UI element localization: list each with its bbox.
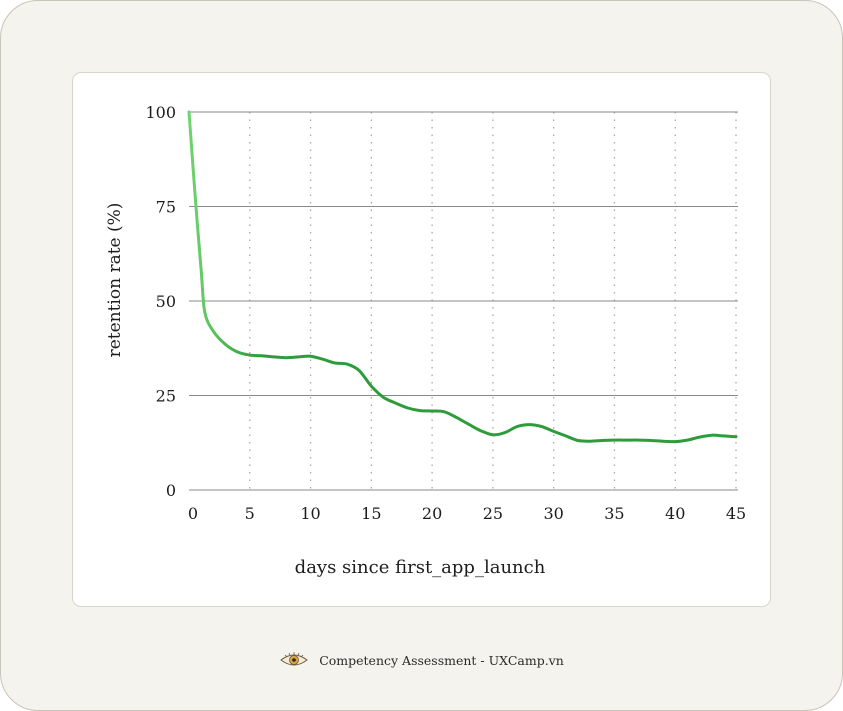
y-tick-label: 75 <box>156 198 176 217</box>
x-tick-label: 15 <box>361 504 381 523</box>
x-tick-label: 45 <box>726 504 746 523</box>
x-axis-label: days since first_app_launch <box>295 557 546 578</box>
y-tick-labels: 0 25 50 75 100 <box>145 103 176 500</box>
y-axis-label: retention rate (%) <box>105 203 125 358</box>
horizontal-gridlines <box>189 112 738 490</box>
footer-text: Competency Assessment - UXCamp.vn <box>319 653 564 668</box>
series-layer <box>189 112 736 442</box>
y-tick-label: 50 <box>156 292 176 311</box>
y-tick-label: 0 <box>166 481 176 500</box>
x-tick-label: 40 <box>665 504 685 523</box>
x-tick-label: 30 <box>543 504 563 523</box>
x-tick-label: 20 <box>422 504 442 523</box>
retention-series-line <box>189 112 736 442</box>
x-tick-label: 0 <box>188 504 198 523</box>
x-tick-label: 35 <box>604 504 624 523</box>
y-tick-label: 100 <box>145 103 176 122</box>
y-tick-label: 25 <box>156 387 176 406</box>
x-tick-labels: 0 5 10 15 20 25 30 35 40 45 <box>188 504 746 523</box>
x-tick-label: 10 <box>300 504 320 523</box>
x-tick-label: 25 <box>483 504 503 523</box>
eye-logo-icon <box>279 650 309 670</box>
footer: Competency Assessment - UXCamp.vn <box>0 648 843 672</box>
x-tick-label: 5 <box>245 504 255 523</box>
